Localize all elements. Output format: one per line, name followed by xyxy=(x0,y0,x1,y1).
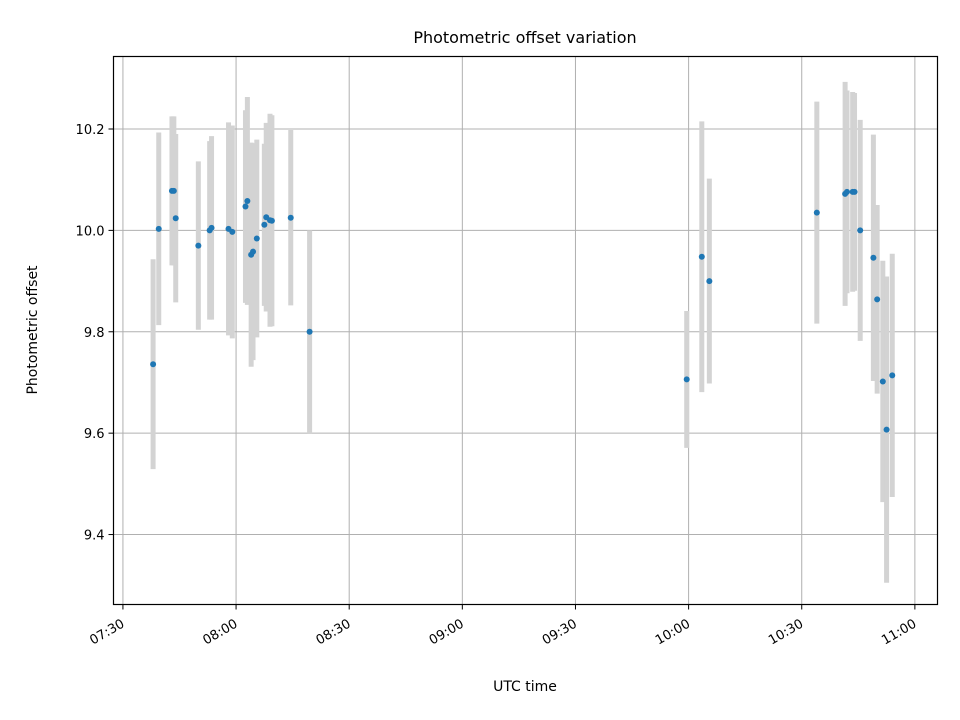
data-point xyxy=(870,254,877,261)
chart-title: Photometric offset variation xyxy=(413,28,636,47)
data-point xyxy=(155,225,162,232)
data-point xyxy=(851,188,858,195)
x-axis-label: UTC time xyxy=(493,679,557,695)
grid xyxy=(113,56,938,605)
data-point xyxy=(229,228,236,235)
data-point xyxy=(208,224,215,231)
data-point xyxy=(172,215,179,222)
data-point xyxy=(150,361,157,368)
y-tick-label: 10.0 xyxy=(76,224,105,239)
data-point xyxy=(813,209,820,216)
data-point xyxy=(889,372,896,379)
data-point xyxy=(874,296,881,303)
data-point xyxy=(287,214,294,221)
y-tick-label: 9.6 xyxy=(84,427,105,442)
data-point xyxy=(879,378,886,385)
data-point xyxy=(698,253,705,260)
data-point xyxy=(244,197,251,204)
plot-frame xyxy=(112,55,939,606)
data-point xyxy=(195,242,202,249)
y-tick-label: 10.2 xyxy=(76,123,105,138)
data-points xyxy=(150,187,896,433)
data-point xyxy=(261,221,268,228)
data-point xyxy=(170,187,177,194)
data-point xyxy=(883,426,890,433)
data-point xyxy=(268,217,275,224)
data-point xyxy=(706,278,713,285)
y-axis-ticks: 9.4 9.6 9.8 10.0 10.2 xyxy=(76,123,114,544)
y-tick-label: 9.8 xyxy=(84,326,105,341)
y-axis-label: Photometric offset xyxy=(25,265,41,395)
data-point xyxy=(306,328,313,335)
data-point xyxy=(253,235,260,242)
y-tick-label: 9.4 xyxy=(84,529,105,544)
data-point xyxy=(857,227,864,234)
data-point xyxy=(242,203,249,210)
data-point xyxy=(250,248,257,255)
data-point xyxy=(683,376,690,383)
data-point xyxy=(843,188,850,195)
